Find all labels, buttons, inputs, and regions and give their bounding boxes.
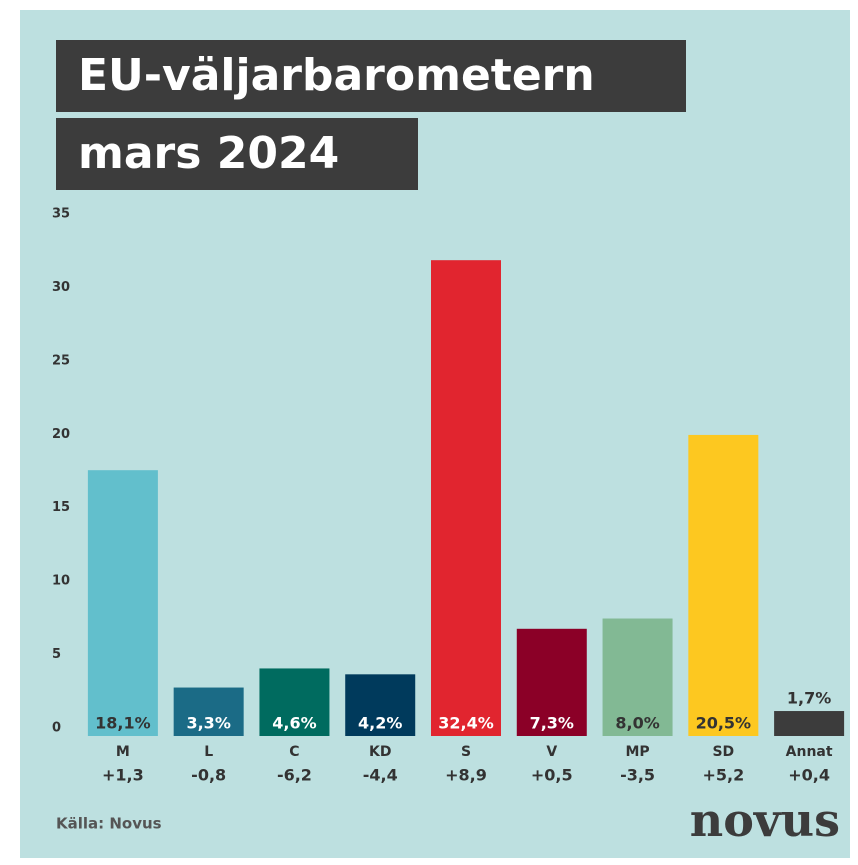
bar	[173, 687, 244, 736]
x-tick-label: S	[461, 744, 471, 760]
title-box	[56, 40, 686, 112]
x-tick-label: MP	[625, 744, 649, 760]
bar	[516, 628, 587, 736]
change-label: -3,5	[620, 766, 655, 785]
x-tick-label: C	[289, 744, 299, 760]
x-tick-label: SD	[712, 744, 734, 760]
value-label: 4,2%	[358, 714, 402, 733]
y-tick-label: 20	[52, 427, 70, 442]
bar	[87, 470, 158, 736]
change-label: +5,2	[702, 766, 744, 785]
chart-title: EU-väljarbarometern	[78, 50, 595, 101]
value-label: 1,7%	[787, 689, 831, 708]
change-label: -4,4	[363, 766, 398, 785]
bar	[688, 434, 759, 736]
change-label: +1,3	[102, 766, 144, 785]
bar	[431, 260, 501, 736]
value-label: 7,3%	[530, 714, 574, 733]
y-tick-label: 0	[52, 721, 61, 736]
value-label: 18,1%	[95, 714, 151, 733]
y-tick-label: 30	[52, 280, 70, 295]
y-tick-label: 15	[52, 500, 70, 515]
y-tick-label: 5	[52, 647, 61, 662]
change-label: -0,8	[191, 766, 226, 785]
y-tick-label: 10	[52, 574, 70, 589]
change-label: +0,5	[531, 766, 573, 785]
x-tick-label: KD	[369, 744, 391, 760]
bar	[774, 711, 845, 736]
bar	[259, 668, 330, 736]
value-label: 4,6%	[272, 714, 316, 733]
chart-subtitle: mars 2024	[78, 128, 339, 179]
x-tick-label: Annat	[786, 744, 833, 760]
value-label: 8,0%	[615, 714, 659, 733]
bar	[345, 674, 416, 736]
change-label: +8,9	[445, 766, 487, 785]
brand-logo: novus	[690, 793, 840, 847]
x-tick-label: V	[546, 744, 557, 760]
subtitle-box	[56, 118, 418, 190]
x-tick-label: L	[204, 744, 213, 760]
value-label: 20,5%	[696, 714, 752, 733]
change-label: +0,4	[788, 766, 830, 785]
bar	[602, 618, 673, 736]
value-label: 3,3%	[186, 714, 230, 733]
value-label: 32,4%	[438, 714, 494, 733]
change-label: -6,2	[277, 766, 312, 785]
y-tick-label: 35	[52, 207, 70, 222]
y-tick-label: 25	[52, 353, 70, 368]
x-tick-label: M	[116, 744, 130, 760]
source: Källa: Novus	[56, 815, 162, 833]
